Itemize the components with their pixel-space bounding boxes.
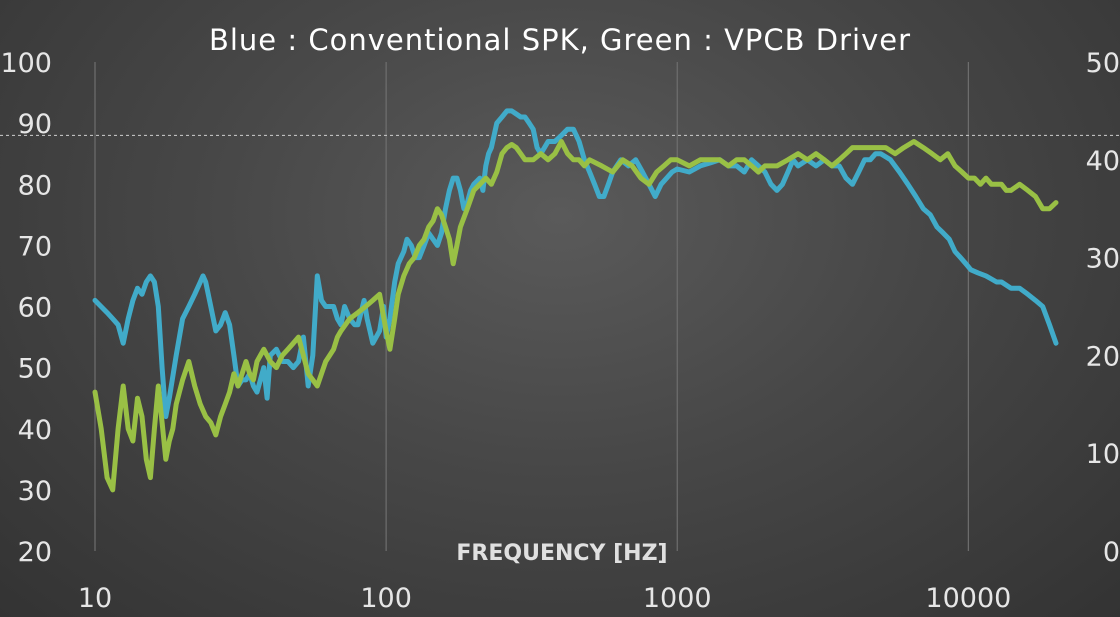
y2-tick-label: 10 [1086, 439, 1120, 470]
y-axis-right-ticks: 0 10 20 30 40 50 [1086, 48, 1120, 568]
vertical-gridlines [94, 62, 969, 551]
x-tick-label: 100 [360, 583, 412, 614]
blue-series-line [92, 108, 1059, 419]
x-axis-title: FREQUENCY [HZ] [456, 541, 667, 566]
x-axis-ticks: 10 100 1000 10000 [78, 583, 1011, 614]
y2-tick-label: 20 [1086, 341, 1120, 372]
y-tick-label: 90 [18, 109, 52, 140]
y2-tick-label: 40 [1086, 146, 1120, 177]
y2-tick-label: 50 [1086, 48, 1120, 79]
y-tick-label: 80 [18, 170, 52, 201]
y-tick-label: 40 [18, 415, 52, 446]
y-tick-label: 20 [18, 537, 52, 568]
y-tick-label: 70 [18, 231, 52, 262]
y-axis-left-ticks: 20 30 40 50 60 70 80 90 100 [0, 48, 52, 568]
x-tick-label: 10 [78, 583, 112, 614]
x-tick-label: 10000 [925, 583, 1011, 614]
y2-tick-label: 30 [1086, 244, 1120, 275]
y-tick-label: 60 [18, 293, 52, 324]
green-series-line [92, 139, 1059, 493]
x-tick-label: 1000 [643, 583, 712, 614]
y-tick-label: 30 [18, 476, 52, 507]
y2-tick-label: 0 [1103, 537, 1120, 568]
series-group [92, 108, 1059, 493]
y-tick-label: 100 [0, 48, 52, 79]
y-tick-label: 50 [18, 354, 52, 385]
chart-title: Blue : Conventional SPK, Green : VPCB Dr… [209, 23, 911, 57]
